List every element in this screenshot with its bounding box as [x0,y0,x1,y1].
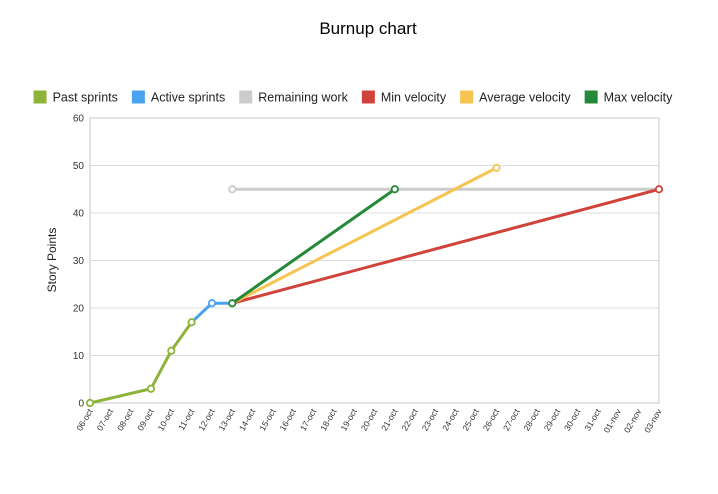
series-line [230,187,661,305]
x-tick-label: 21-oct [379,406,400,432]
x-tick-label: 18-oct [318,406,339,432]
x-tick-label: 22-oct [399,406,420,432]
legend: Past sprints Active sprints Remaining work… [33,90,674,105]
legend-label: Max velocity [604,91,674,105]
x-tick-label: 19-oct [338,406,359,432]
x-tick-label: 02-nov [622,406,644,434]
y-axis-label: Story Points [45,228,59,293]
x-tick-label: 25-oct [460,406,481,432]
x-tick-label: 10-oct [156,406,177,432]
x-tick-label: 20-oct [359,406,380,432]
x-tick-label: 26-oct [481,406,502,432]
x-tick-label: 06-oct [74,406,95,432]
x-tick-label: 27-oct [501,406,522,432]
legend-label: Remaining work [258,91,348,105]
series-line [230,187,397,305]
legend-label: Min velocity [381,91,447,105]
data-point [167,346,176,355]
y-tick-label: 40 [73,209,85,220]
x-tick-label: 17-oct [298,406,319,432]
data-point [85,398,95,408]
series-line [230,166,498,305]
legend-swatch [361,90,375,104]
x-tick-label: 08-oct [115,406,136,432]
x-tick-label: 12-oct [196,406,217,432]
data-point [228,185,237,194]
y-tick-label: 50 [73,161,85,172]
legend-swatch [131,90,145,104]
legend-swatch [460,90,474,104]
chart-title: Burnup chart [319,19,417,38]
data-point [207,299,217,308]
x-tick-label: 24-oct [440,406,461,432]
x-axis-ticks: 06-oct 07-oct 08-oct 09-oct 10-oct 11-oct 12-o… [74,406,664,434]
x-tick-label: 03-nov [642,406,664,434]
x-tick-label: 30-oct [562,406,583,432]
data-point [654,185,664,194]
x-tick-label: 11-oct [176,406,196,431]
x-tick-label: 13-oct [217,406,238,432]
x-tick-label: 31-oct [582,406,603,432]
x-tick-label: 28-oct [521,406,542,432]
series-markers [85,163,664,408]
grid-lines [90,117,659,404]
y-axis-ticks: 0 10 20 30 40 50 60 [73,114,85,410]
legend-swatch [239,90,253,104]
x-tick-label: 01-nov [601,406,623,434]
x-tick-label: 15-oct [257,406,278,432]
series-line [88,320,194,405]
plot-area-border [89,117,660,404]
y-tick-label: 60 [73,114,85,125]
legend-label: Active sprints [151,91,225,105]
x-tick-label: 16-oct [277,406,298,432]
data-point [228,299,237,308]
x-tick-label: 29-oct [542,406,563,432]
data-point [146,384,156,393]
y-tick-label: 20 [73,304,85,315]
y-tick-label: 10 [73,351,85,362]
data-point [187,318,196,327]
legend-label: Average velocity [479,91,571,105]
x-tick-label: 09-oct [135,406,156,432]
series-lines [88,166,661,405]
data-point [492,163,501,172]
x-tick-label: 07-oct [95,406,116,432]
legend-swatch [33,90,47,104]
legend-label: Past sprints [53,91,118,105]
legend-swatch [584,90,598,104]
data-point [390,185,399,194]
y-tick-label: 0 [78,399,84,410]
y-tick-label: 30 [73,256,85,267]
x-tick-label: 14-oct [237,406,258,432]
x-tick-label: 23-oct [420,406,441,432]
